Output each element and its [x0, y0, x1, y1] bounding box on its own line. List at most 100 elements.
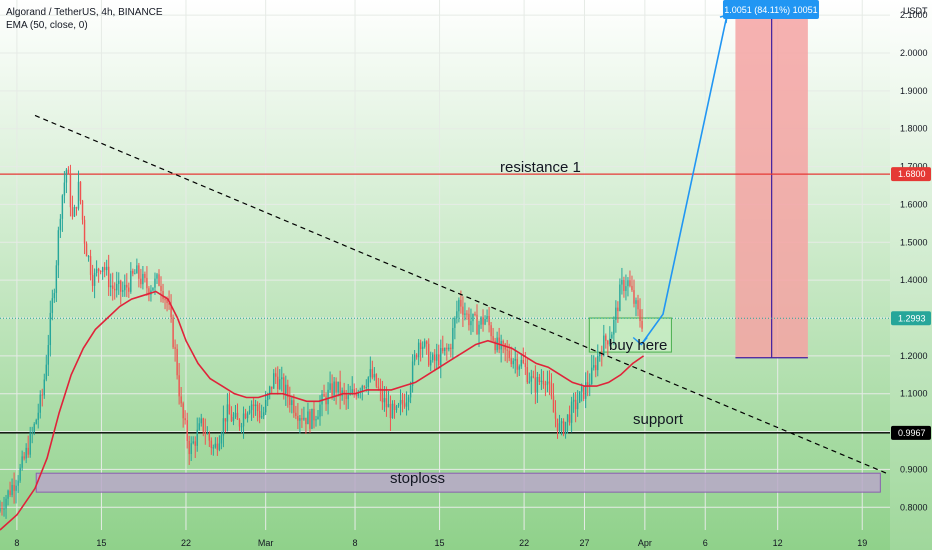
candle-body [315, 419, 317, 421]
candle-body [238, 419, 241, 427]
candle-body [305, 417, 307, 425]
candle-body [236, 412, 239, 420]
candle-body [558, 423, 561, 432]
candle-body [331, 383, 333, 396]
candle-body [81, 200, 84, 220]
candle-body [633, 290, 635, 304]
candle-body [61, 195, 64, 219]
candle-body [114, 288, 116, 291]
candle-body [250, 404, 253, 411]
candle-body [77, 181, 80, 209]
candle-body [73, 207, 76, 217]
candle-body [196, 429, 198, 446]
candle-body [248, 410, 251, 414]
candle-body [228, 404, 231, 415]
candle-body [625, 286, 627, 291]
candle-body [574, 399, 577, 410]
candle-body [158, 274, 160, 286]
candle-body [464, 313, 466, 315]
candle-body [514, 358, 516, 361]
candle-body [615, 307, 617, 321]
stoploss-zone [35, 472, 881, 493]
candle-body [311, 408, 313, 429]
x-tick-label: 22 [181, 538, 191, 548]
candle-body [65, 169, 68, 183]
candle-body [452, 327, 454, 349]
y-tick-label: 1.8000 [900, 124, 928, 134]
candle-body [548, 381, 551, 384]
candle-body [71, 207, 74, 217]
candle-body [609, 338, 611, 345]
candle-body [635, 300, 637, 304]
resistance-price-tag [891, 167, 931, 182]
candle-body [116, 283, 118, 291]
candle-body [425, 341, 428, 344]
support-price-tag [891, 425, 931, 440]
candle-body [87, 256, 90, 258]
candle-body [586, 382, 589, 387]
candle-body [385, 398, 388, 408]
candle-body [580, 386, 583, 392]
candle-body [59, 218, 62, 231]
candle-body [597, 356, 599, 371]
candle-body [369, 369, 372, 378]
candle-body [51, 298, 54, 313]
candle-body [387, 403, 390, 408]
candle-body [244, 413, 247, 419]
candle-body [230, 414, 233, 422]
candle-body [534, 377, 537, 393]
candle-body [293, 400, 295, 413]
candle-body [140, 278, 142, 285]
y-tick-label: 2.0000 [900, 48, 928, 58]
candle-body [23, 456, 25, 459]
candle-body [266, 394, 269, 401]
candle-body [29, 433, 31, 455]
candle-body [170, 304, 172, 318]
candle-body [142, 273, 144, 285]
candle-body [242, 413, 245, 427]
candle-body [107, 266, 110, 288]
candle-body [297, 415, 299, 421]
candle-body [582, 386, 585, 399]
support-price-tag-label: 0.9967 [898, 428, 926, 438]
candle-body [391, 403, 394, 419]
candle-body [317, 416, 319, 420]
candle-body [339, 381, 341, 397]
time-axis[interactable]: 8 15 22 Mar 8 15 22 27 Apr 6 12 19 [14, 538, 867, 548]
candle-body [146, 277, 148, 289]
candle-body [438, 354, 440, 366]
candle-body [246, 413, 249, 419]
candle-body [407, 397, 410, 403]
candle-body [472, 313, 474, 322]
candle-body [63, 182, 66, 196]
candle-body [536, 376, 539, 393]
candle-body [313, 408, 315, 421]
candle-body [287, 384, 289, 398]
candle-body [55, 265, 58, 293]
candle-body [440, 348, 442, 366]
candle-body [202, 418, 204, 432]
candle-body [122, 290, 124, 292]
candle-body [226, 404, 229, 422]
candle-body [327, 389, 329, 405]
candle-body [450, 347, 452, 349]
candle-body [492, 336, 494, 341]
candle-body [325, 396, 327, 405]
resistance-price-tag-label: 1.6800 [898, 169, 926, 179]
candle-body [641, 320, 643, 329]
candle-body [351, 389, 353, 394]
candle-body [178, 375, 180, 397]
candle-body [174, 347, 176, 349]
candle-body [3, 508, 5, 510]
candle-body [375, 374, 378, 387]
candle-body [446, 347, 448, 350]
candle-body [53, 292, 56, 299]
x-tick-label: 8 [353, 538, 358, 548]
candle-body [532, 376, 535, 378]
price-axis[interactable]: USDT0.80000.90001.00001.10001.20001.3000… [890, 0, 932, 550]
x-tick-label: 15 [435, 538, 445, 548]
candle-body [566, 414, 569, 422]
candle-body [556, 418, 559, 432]
candle-body [460, 299, 462, 307]
